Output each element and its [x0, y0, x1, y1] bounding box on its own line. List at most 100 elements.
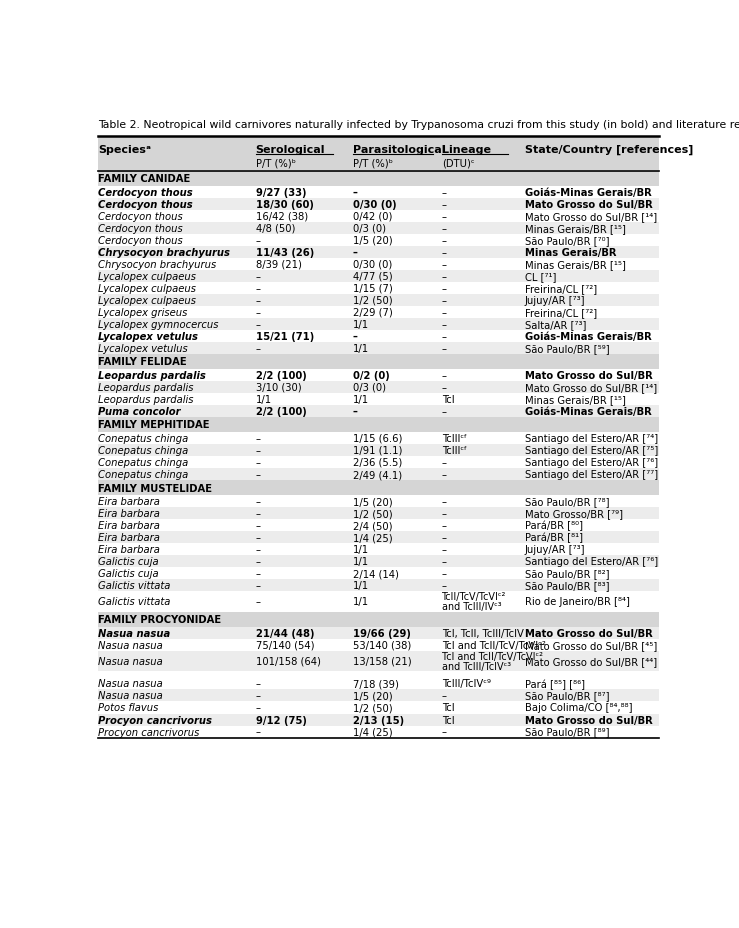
Text: –: –	[442, 533, 447, 543]
Text: TcI and TcII/TcV/TcVIᶜ²: TcI and TcII/TcV/TcVIᶜ²	[442, 651, 542, 661]
Text: –: –	[442, 727, 447, 737]
Bar	[98, 469, 659, 481]
Text: –: –	[442, 331, 447, 342]
Text: 2/29 (7): 2/29 (7)	[353, 307, 392, 317]
Bar	[98, 580, 659, 591]
Text: 15/21 (71): 15/21 (71)	[256, 331, 314, 342]
Text: State/Country [references]: State/Country [references]	[525, 144, 693, 155]
Text: Mato Grosso do Sul/BR: Mato Grosso do Sul/BR	[525, 628, 653, 638]
Text: Mato Grosso/BR [⁷⁹]: Mato Grosso/BR [⁷⁹]	[525, 509, 623, 519]
Text: Salta/AR [⁷³]: Salta/AR [⁷³]	[525, 319, 586, 329]
Text: –: –	[442, 581, 447, 590]
Text: TcI: TcI	[442, 702, 454, 713]
Text: –: –	[442, 545, 447, 555]
Text: –: –	[442, 521, 447, 531]
Text: –: –	[442, 496, 447, 507]
Text: São Paulo/BR [⁸⁷]: São Paulo/BR [⁸⁷]	[525, 690, 609, 701]
Text: Mato Grosso do Sul/BR [¹⁴]: Mato Grosso do Sul/BR [¹⁴]	[525, 212, 657, 222]
Text: Goiás-Minas Gerais/BR: Goiás-Minas Gerais/BR	[525, 331, 652, 342]
Bar	[98, 702, 659, 714]
Text: Pará [⁸⁵] [⁸⁶]: Pará [⁸⁵] [⁸⁶]	[525, 678, 585, 689]
Text: 1/91 (1.1): 1/91 (1.1)	[353, 445, 402, 456]
Text: Eira barbara: Eira barbara	[98, 545, 160, 555]
Text: –: –	[442, 200, 447, 210]
Text: 8/39 (21): 8/39 (21)	[256, 260, 302, 269]
Text: Lineage: Lineage	[442, 145, 491, 154]
Text: 2/2 (100): 2/2 (100)	[256, 370, 307, 380]
Text: Potos flavus: Potos flavus	[98, 702, 158, 713]
Text: Rio de Janeiro/BR [⁸⁴]: Rio de Janeiro/BR [⁸⁴]	[525, 597, 630, 607]
Text: Santiago del Estero/AR [⁷⁶]: Santiago del Estero/AR [⁷⁶]	[525, 458, 658, 468]
Text: Chrysocyon brachyurus: Chrysocyon brachyurus	[98, 248, 230, 257]
Text: São Paulo/BR [⁸⁹]: São Paulo/BR [⁸⁹]	[525, 727, 609, 737]
Bar	[98, 520, 659, 532]
Text: 1/4 (25): 1/4 (25)	[353, 727, 392, 737]
Text: 53/140 (38): 53/140 (38)	[353, 640, 411, 650]
Text: Puma concolor: Puma concolor	[98, 406, 180, 417]
Text: Lycalopex culpaeus: Lycalopex culpaeus	[98, 271, 196, 281]
Text: TcIIIᶜᶠ: TcIIIᶜᶠ	[442, 433, 467, 444]
Text: Minas Gerais/BR: Minas Gerais/BR	[525, 248, 616, 257]
Bar	[98, 677, 659, 690]
Bar	[98, 294, 659, 306]
Text: –: –	[442, 509, 447, 519]
Text: Goiás-Minas Gerais/BR: Goiás-Minas Gerais/BR	[525, 406, 652, 417]
Text: 0/42 (0): 0/42 (0)	[353, 212, 392, 222]
Text: –: –	[256, 581, 261, 590]
Bar	[98, 136, 659, 171]
Text: 16/42 (38): 16/42 (38)	[256, 212, 307, 222]
Bar	[98, 381, 659, 393]
Text: –: –	[256, 445, 261, 456]
Text: –: –	[442, 260, 447, 269]
Text: –: –	[256, 569, 261, 578]
Text: Galictis vittata: Galictis vittata	[98, 597, 171, 607]
Bar	[98, 342, 659, 354]
Text: FAMILY FELIDAE: FAMILY FELIDAE	[98, 357, 187, 367]
Text: 1/2 (50): 1/2 (50)	[353, 295, 392, 305]
Text: São Paulo/BR [⁸³]: São Paulo/BR [⁸³]	[525, 581, 609, 590]
Text: 1/1: 1/1	[353, 545, 369, 555]
Text: 101/158 (64): 101/158 (64)	[256, 656, 321, 666]
Text: –: –	[442, 248, 447, 257]
Bar	[98, 612, 659, 627]
Text: –: –	[442, 295, 447, 305]
Text: 2/36 (5.5): 2/36 (5.5)	[353, 458, 402, 468]
Bar	[98, 651, 659, 671]
Text: –: –	[442, 224, 447, 234]
Text: –: –	[442, 283, 447, 293]
Bar	[98, 591, 659, 612]
Text: 0/3 (0): 0/3 (0)	[353, 224, 386, 234]
Text: Santiago del Estero/AR [⁷⁷]: Santiago del Estero/AR [⁷⁷]	[525, 470, 658, 480]
Text: Bajo Colima/CO [⁸⁴,⁸⁸]: Bajo Colima/CO [⁸⁴,⁸⁸]	[525, 702, 633, 713]
Text: P/T (%)ᵇ: P/T (%)ᵇ	[256, 158, 296, 168]
Text: 1/1: 1/1	[256, 394, 272, 405]
Bar	[98, 172, 659, 187]
Text: 21/44 (48): 21/44 (48)	[256, 628, 314, 638]
Text: –: –	[442, 406, 447, 417]
Text: 1/1: 1/1	[353, 319, 369, 329]
Text: 1/1: 1/1	[353, 343, 369, 354]
Text: –: –	[442, 382, 447, 393]
Bar	[98, 496, 659, 508]
Text: Nasua nasua: Nasua nasua	[98, 640, 163, 650]
Text: Jujuy/AR [⁷³]: Jujuy/AR [⁷³]	[525, 295, 585, 305]
Bar	[98, 282, 659, 294]
Text: Nasua nasua: Nasua nasua	[98, 656, 163, 666]
Text: –: –	[442, 212, 447, 222]
Text: Lycalopex vetulus: Lycalopex vetulus	[98, 331, 198, 342]
Text: Lycalopex culpaeus: Lycalopex culpaeus	[98, 295, 196, 305]
Bar	[98, 247, 659, 258]
Text: FAMILY MUSTELIDAE: FAMILY MUSTELIDAE	[98, 483, 212, 493]
Text: 0/30 (0): 0/30 (0)	[353, 260, 392, 269]
Text: Leopardus pardalis: Leopardus pardalis	[98, 382, 194, 393]
Text: 3/10 (30): 3/10 (30)	[256, 382, 302, 393]
Bar	[98, 354, 659, 369]
Text: (DTU)ᶜ: (DTU)ᶜ	[442, 158, 474, 168]
Text: Conepatus chinga: Conepatus chinga	[98, 470, 188, 480]
Bar	[98, 445, 659, 457]
Text: Parasitological: Parasitological	[353, 145, 446, 154]
Text: Chrysocyon brachyurus: Chrysocyon brachyurus	[98, 260, 217, 269]
Text: Minas Gerais/BR [¹⁵]: Minas Gerais/BR [¹⁵]	[525, 224, 626, 234]
Text: TcI, TcII, TcIII/TcIV: TcI, TcII, TcIII/TcIV	[442, 628, 524, 638]
Text: 1/1: 1/1	[353, 597, 369, 607]
